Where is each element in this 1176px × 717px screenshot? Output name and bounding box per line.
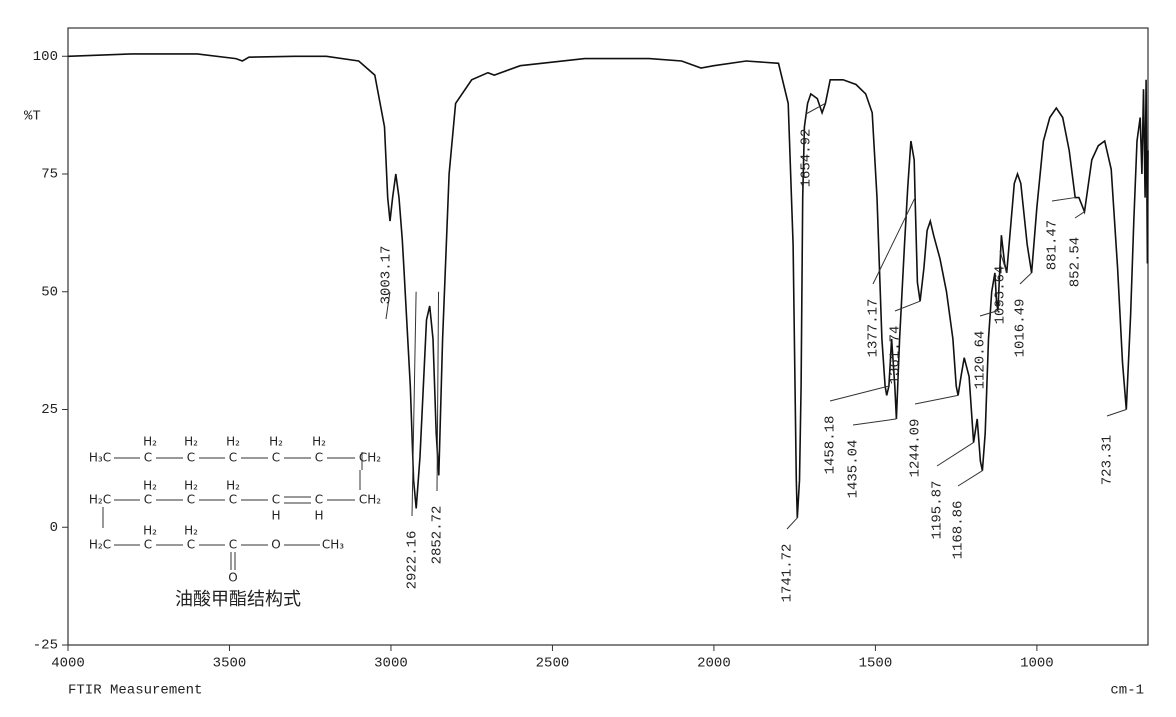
x-tick-label: 2000 (697, 656, 731, 672)
peak-leader (979, 310, 999, 317)
peak-leader (914, 394, 959, 405)
peak-leader (829, 385, 890, 402)
structure-atom: C (229, 538, 237, 552)
x-tick-label: 2500 (536, 656, 570, 672)
structure-atom: H₂ (184, 479, 198, 493)
structure-atom: C (315, 451, 323, 465)
peak-label: 852.54 (1068, 237, 1084, 287)
structure-atom: O (271, 538, 280, 552)
x-tick-label: 1500 (859, 656, 893, 672)
structure-atom: C (144, 538, 152, 552)
structure-atom: H₂ (312, 435, 326, 449)
structure-atom: C (144, 493, 152, 507)
peak-label: 3003.17 (379, 246, 395, 305)
peak-leader (1019, 272, 1032, 285)
structure-atom: H₂C (89, 538, 111, 552)
peak-label: 2852.72 (430, 506, 446, 565)
y-tick-label: 0 (50, 520, 58, 536)
structure-atom: CH₂ (359, 451, 381, 465)
peak-label: 1244.09 (908, 419, 924, 478)
spectrum-line (67, 53, 1149, 518)
structure-atom: C (187, 538, 195, 552)
x-axis-label: cm-1 (1110, 683, 1144, 699)
y-tick-label: -25 (33, 638, 58, 654)
peak-label: 1195.87 (930, 481, 946, 540)
peak-leader (411, 291, 417, 517)
x-tick-label: 3000 (374, 656, 408, 672)
peak-label: 1093.64 (993, 266, 1009, 325)
peak-label: 881.47 (1045, 220, 1061, 270)
peak-label: 1016.49 (1013, 299, 1029, 358)
structure-atom: C (315, 493, 323, 507)
structure-caption: 油酸甲酯结构式 (175, 589, 301, 610)
y-tick-label: 75 (41, 167, 58, 183)
structure-atom: C (187, 451, 195, 465)
structure-atom: H₂ (184, 524, 198, 538)
peak-leader (999, 250, 1008, 274)
structure-atom: H (314, 509, 323, 523)
peak-leader (1074, 211, 1085, 219)
peak-leader (1051, 197, 1076, 202)
peak-label: 1361.74 (888, 326, 904, 385)
structure-atom: H (271, 509, 280, 523)
x-tick-label: 1000 (1020, 656, 1054, 672)
structure-atom: H₂ (184, 435, 198, 449)
peak-leader (852, 418, 897, 426)
structure-atom: H₂ (143, 435, 157, 449)
peak-leader (894, 300, 921, 312)
structure-atom: H₃C (89, 451, 111, 465)
structure-atom: H₂ (143, 479, 157, 493)
y-axis-label: %T (24, 109, 41, 125)
x-tick-label: 4000 (51, 656, 85, 672)
structure-atom: C (187, 493, 195, 507)
peak-leader (872, 197, 916, 285)
x-tick-label: 3500 (213, 656, 247, 672)
peak-leader (436, 291, 440, 492)
structure-atom: C (272, 451, 280, 465)
structure-atom: H₂C (89, 493, 111, 507)
structure-atom: C (144, 451, 152, 465)
peak-label: 1654.92 (799, 129, 815, 188)
peak-label: 2922.16 (405, 531, 421, 590)
y-tick-label: 50 (41, 284, 58, 300)
structure-atom: O (228, 571, 237, 585)
structure-atom: H₂ (143, 524, 157, 538)
peak-leader (957, 470, 983, 487)
peak-leader (805, 102, 826, 115)
peak-label: 1377.17 (866, 299, 882, 358)
structure-atom: H₂ (226, 479, 240, 493)
plot-frame (67, 27, 1149, 646)
peak-label: 1168.86 (951, 501, 967, 560)
y-tick-label: 100 (33, 49, 58, 65)
peak-leader (786, 517, 798, 530)
peak-label: 723.31 (1100, 435, 1116, 485)
structure-bonds (102, 452, 363, 570)
structure-atom: C (229, 451, 237, 465)
footer: FTIR Measurement (68, 683, 202, 699)
structure-atom: CH₃ (322, 538, 344, 552)
structure-atom: C (272, 493, 280, 507)
peak-leader (936, 442, 974, 467)
structure-atom: CH₂ (359, 493, 381, 507)
peak-label: 1120.64 (973, 331, 989, 390)
y-tick-label: 25 (41, 402, 58, 418)
structure-atom: H₂ (226, 435, 240, 449)
peak-leader (385, 291, 391, 320)
structure-atom: C (229, 493, 237, 507)
peak-label: 1458.18 (823, 416, 839, 475)
peak-label: 1435.04 (846, 440, 862, 499)
peak-label: 1741.72 (780, 544, 796, 603)
structure-atom: H₂ (269, 435, 283, 449)
peak-leader (1106, 409, 1127, 417)
